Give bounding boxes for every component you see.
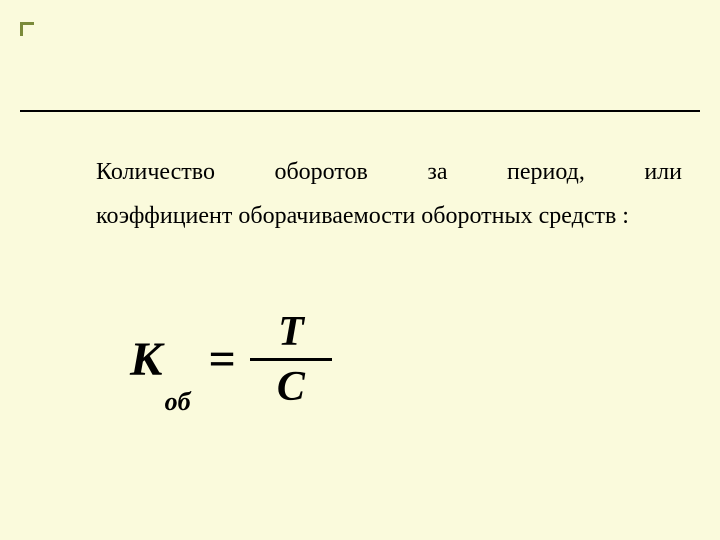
formula-lhs-symbol: К xyxy=(130,336,163,384)
formula-fraction: Т С xyxy=(250,310,332,409)
body-paragraph: Количество оборотов за период, или коэфф… xyxy=(96,150,682,239)
horizontal-rule xyxy=(20,110,700,112)
formula: К об = Т С xyxy=(130,310,332,409)
slide: Количество оборотов за период, или коэфф… xyxy=(0,0,720,540)
formula-denominator: С xyxy=(269,365,313,409)
body-line-1: Количество оборотов за период, или xyxy=(96,150,682,194)
corner-marker-icon xyxy=(20,22,34,36)
formula-lhs-subscript: об xyxy=(165,389,191,415)
formula-numerator: Т xyxy=(270,310,312,354)
formula-equals: = xyxy=(209,336,236,384)
body-line-2: коэффициент оборачиваемости оборотных ср… xyxy=(96,194,682,238)
formula-bar xyxy=(250,358,332,361)
